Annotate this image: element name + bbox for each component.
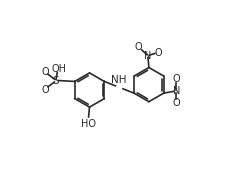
Text: O: O — [172, 98, 180, 108]
Text: N: N — [144, 51, 151, 61]
Text: HO: HO — [81, 119, 96, 129]
Text: O: O — [134, 42, 142, 52]
Text: N: N — [172, 86, 179, 96]
Text: OH: OH — [52, 64, 66, 74]
Text: O: O — [41, 85, 48, 94]
Text: O: O — [41, 67, 48, 76]
Text: O: O — [172, 74, 180, 84]
Text: O: O — [154, 48, 162, 58]
Text: NH: NH — [111, 75, 126, 85]
Text: S: S — [52, 76, 59, 86]
